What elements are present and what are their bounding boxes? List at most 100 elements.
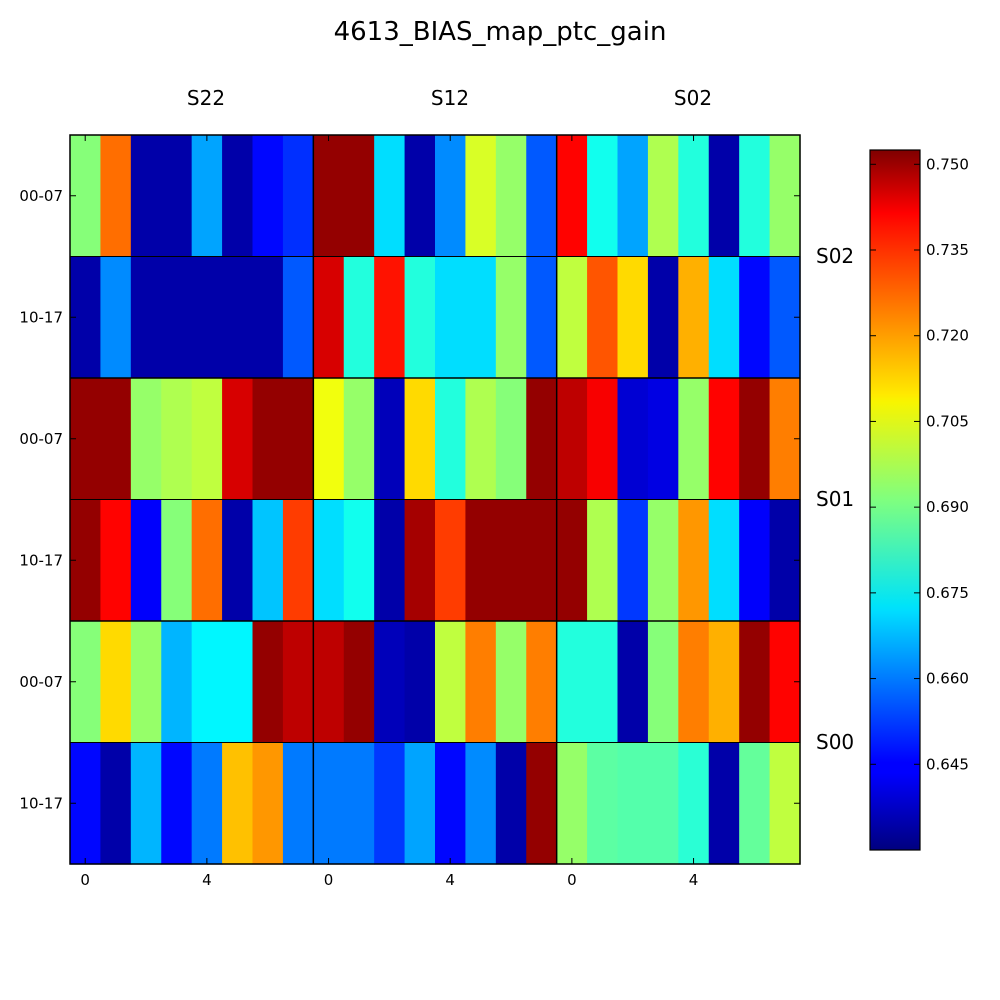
chart-title: 4613_BIAS_map_ptc_gain (334, 17, 667, 47)
colorbar: 0.750 0.735 0.720 0.705 0.690 0.675 0.660 0.645 (869, 149, 969, 851)
heatmap-cell (556, 499, 588, 622)
heatmap-cell (647, 742, 679, 865)
heatmap-cell (191, 378, 223, 501)
heatmap-cell (130, 256, 162, 379)
sensor-label-2: S02 (674, 86, 712, 110)
heatmap-cell (282, 742, 314, 865)
heatmap-cell (252, 621, 284, 744)
raft-label-1: S01 (816, 487, 854, 511)
heatmap-cell (100, 256, 132, 379)
heatmap-cell (435, 135, 467, 258)
heatmap-cell (374, 742, 406, 865)
heatmap-cell (617, 378, 649, 501)
heatmap-cell (404, 135, 436, 258)
heatmap-cell (465, 621, 497, 744)
row-label: 10-17 (19, 551, 63, 569)
heatmap-cell (587, 256, 619, 379)
heatmap-cell (343, 621, 375, 744)
heatmap-cell (587, 621, 619, 744)
heatmap-cell (526, 256, 558, 379)
heatmap-cells (70, 135, 801, 865)
heatmap-cell (130, 135, 162, 258)
raft-label-2: S00 (816, 730, 854, 754)
heatmap-cell (222, 256, 254, 379)
heatmap-cell (313, 135, 345, 258)
colorbar-tick-label: 0.720 (926, 327, 969, 345)
colorbar-tick-label: 0.750 (926, 155, 969, 173)
heatmap-cell (222, 621, 254, 744)
heatmap-cell (435, 742, 467, 865)
heatmap-cell (191, 499, 223, 622)
heatmap-cell (617, 742, 649, 865)
raft-row-labels: S02 S01 S00 (816, 244, 854, 754)
heatmap-cell (313, 621, 345, 744)
x-tick-labels: 0 4 0 4 0 4 (80, 871, 698, 889)
heatmap-cell (526, 378, 558, 501)
x-tick-label: 4 (689, 871, 699, 889)
heatmap-cell (222, 742, 254, 865)
heatmap-cell (556, 742, 588, 865)
heatmap-cell (313, 378, 345, 501)
heatmap-cell (161, 256, 193, 379)
heatmap-cell (617, 621, 649, 744)
heatmap-cell (495, 135, 527, 258)
heatmap-cell (282, 621, 314, 744)
heatmap-cell (191, 742, 223, 865)
row-label: 00-07 (19, 673, 63, 691)
heatmap-cell (708, 742, 740, 865)
heatmap-cell (526, 621, 558, 744)
heatmap-cell (252, 499, 284, 622)
heatmap-cell (222, 378, 254, 501)
sensor-label-0: S22 (187, 86, 225, 110)
heatmap-cell (678, 378, 710, 501)
heatmap-cell (465, 378, 497, 501)
heatmap-cell (647, 378, 679, 501)
axis-ticks (70, 135, 800, 864)
heatmap-cell (100, 499, 132, 622)
heatmap-cell (252, 378, 284, 501)
heatmap-cell (374, 135, 406, 258)
heatmap-cell (343, 135, 375, 258)
sensor-column-labels: S22 S12 S02 (187, 86, 712, 110)
heatmap-cell (678, 742, 710, 865)
heatmap-cell (282, 378, 314, 501)
colorbar-tick-label: 0.660 (926, 670, 969, 688)
heatmap-cell (495, 378, 527, 501)
heatmap-cell (495, 742, 527, 865)
x-tick-label: 4 (445, 871, 455, 889)
heatmap-cell (526, 499, 558, 622)
heatmap-cell (404, 256, 436, 379)
heatmap-cell (617, 256, 649, 379)
heatmap-cell (617, 135, 649, 258)
heatmap-cell (708, 256, 740, 379)
sensor-grid-lines (70, 135, 800, 864)
row-label: 00-07 (19, 187, 63, 205)
heatmap-cell (647, 256, 679, 379)
x-tick-label: 0 (324, 871, 334, 889)
heatmap-cell (130, 621, 162, 744)
heatmap-cell (343, 378, 375, 501)
heatmap-cell (678, 499, 710, 622)
heatmap-cell (222, 499, 254, 622)
heatmap-cell (495, 256, 527, 379)
colorbar-ticks: 0.750 0.735 0.720 0.705 0.690 0.675 0.660 0.645 (870, 155, 969, 773)
row-label: 10-17 (19, 308, 63, 326)
heatmap-cell (161, 378, 193, 501)
heatmap-cell (130, 378, 162, 501)
x-tick-label: 0 (567, 871, 577, 889)
raft-label-0: S02 (816, 244, 854, 268)
colorbar-tick-label: 0.645 (926, 755, 969, 773)
plot-frame (69, 134, 801, 865)
heatmap-cell (435, 256, 467, 379)
heatmap-cell (404, 499, 436, 622)
heatmap-cell (435, 378, 467, 501)
heatmap-cell (374, 378, 406, 501)
heatmap-cell (526, 135, 558, 258)
heatmap-cell (313, 499, 345, 622)
row-label: 00-07 (19, 430, 63, 448)
heatmap-cell (678, 135, 710, 258)
heatmap-cell (100, 742, 132, 865)
heatmap-cell (435, 621, 467, 744)
heatmap-cell (556, 378, 588, 501)
